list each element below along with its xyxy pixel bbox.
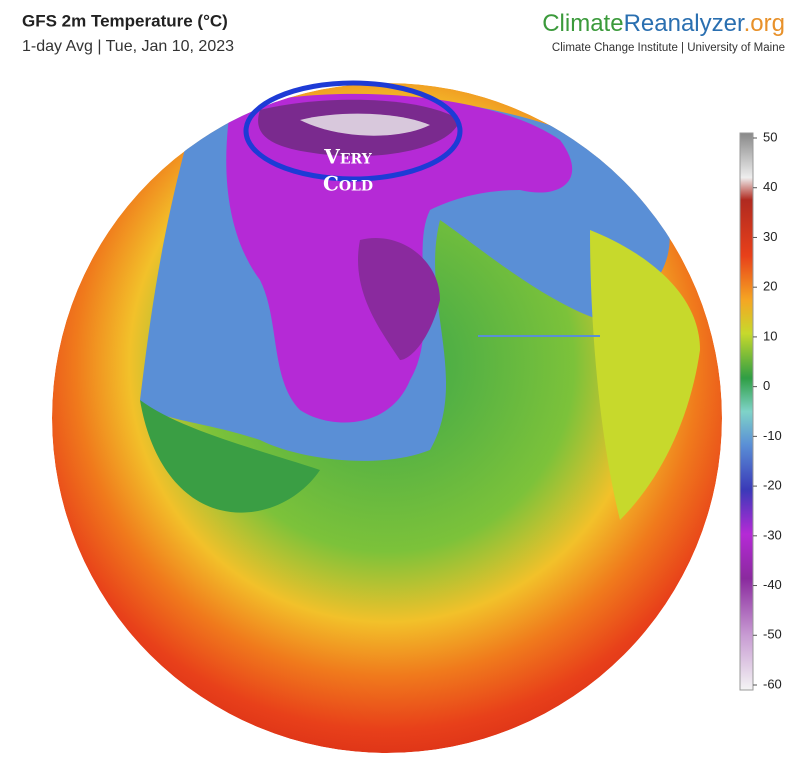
colorbar-tick-label: 10 (763, 328, 777, 343)
annotation: Very (323, 145, 372, 169)
logo-part: Reanalyzer (624, 10, 745, 37)
title: GFS 2m Temperature (°C) (22, 11, 228, 30)
colorbar-tick-label: 50 (763, 129, 777, 144)
logo-part: .org (744, 10, 785, 37)
highlight-ellipse (243, 80, 463, 182)
credit: Climate Change Institute | University of… (552, 42, 785, 54)
subtitle: 1-day Avg | Tue, Jan 10, 2023 (22, 38, 234, 55)
globe (52, 83, 722, 753)
colorbar-tick-label: -60 (763, 676, 782, 691)
colorbar-tick-label: -40 (763, 577, 782, 592)
logo-part: Climate (542, 10, 623, 37)
colorbar-tick-label: -30 (763, 527, 782, 542)
colorbar-tick-label: 30 (763, 229, 777, 244)
colorbar-tick-label: 40 (763, 179, 777, 194)
colorbar-tick-label: 20 (763, 279, 777, 294)
colorbar-tick-label: 0 (763, 378, 770, 393)
logo: ClimateReanalyzer.org (542, 10, 785, 37)
colorbar-tick-label: -20 (763, 478, 782, 493)
colorbar (739, 132, 754, 691)
colorbar-tick-label: -10 (763, 428, 782, 443)
colorbar-tick-label: -50 (763, 627, 782, 642)
colorbar-ticks: 50 40 30 20 10 0 -10 -20 -30 -40 -50 -60 (753, 129, 782, 691)
annotation: Cold (323, 172, 373, 196)
